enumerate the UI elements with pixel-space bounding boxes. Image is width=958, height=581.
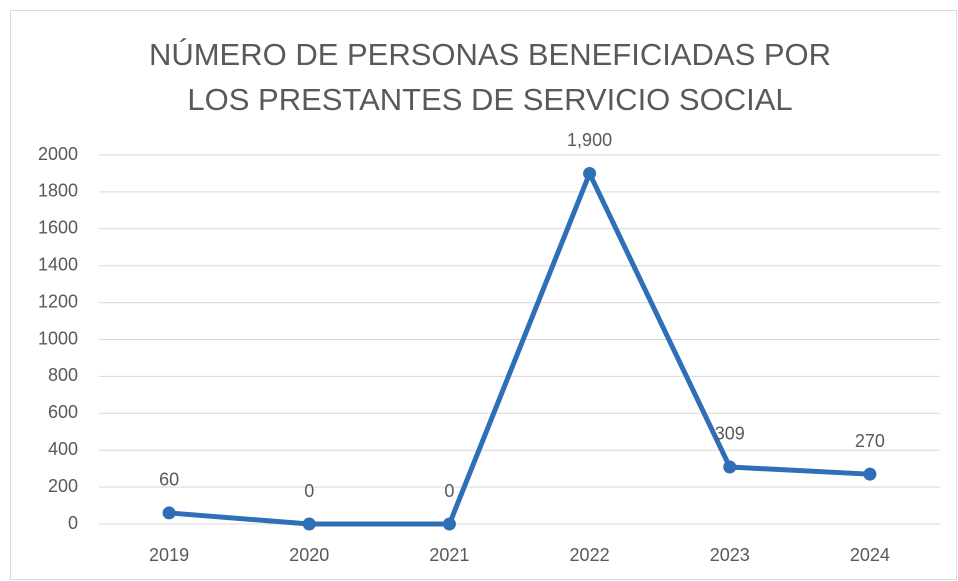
data-point xyxy=(162,506,176,520)
x-tick-label: 2020 xyxy=(289,545,329,565)
data-point xyxy=(583,166,597,180)
y-tick-label: 200 xyxy=(48,476,78,496)
y-tick-label: 400 xyxy=(48,439,78,459)
x-tick-label: 2019 xyxy=(149,545,189,565)
data-line xyxy=(168,170,871,527)
x-tick-label: 2024 xyxy=(850,545,890,565)
data-label: 0 xyxy=(444,481,454,501)
data-point xyxy=(442,517,456,531)
y-tick-label: 0 xyxy=(68,513,78,533)
y-tick-label: 1800 xyxy=(38,181,78,201)
chart-title: LOS PRESTANTES DE SERVICIO SOCIAL xyxy=(187,82,792,117)
x-tick-label: 2021 xyxy=(429,545,469,565)
chart-frame xyxy=(10,10,957,580)
y-tick-label: 1200 xyxy=(38,291,78,311)
data-label: 1,900 xyxy=(567,130,612,150)
y-tick-label: 2000 xyxy=(38,144,78,164)
data-label: 0 xyxy=(304,481,314,501)
y-tick-label: 800 xyxy=(48,365,78,385)
data-point xyxy=(723,460,737,474)
y-tick-label: 1600 xyxy=(38,218,78,238)
data-label: 270 xyxy=(855,431,885,451)
data-point xyxy=(863,467,877,481)
data-label: 60 xyxy=(159,470,179,490)
chart-title: NÚMERO DE PERSONAS BENEFICIADAS POR xyxy=(149,37,831,72)
y-tick-label: 1400 xyxy=(38,254,78,274)
x-tick-label: 2022 xyxy=(570,545,610,565)
data-label: 309 xyxy=(715,424,745,444)
y-tick-label: 600 xyxy=(48,402,78,422)
x-tick-label: 2023 xyxy=(710,545,750,565)
y-tick-label: 1000 xyxy=(38,328,78,348)
data-point xyxy=(302,517,316,531)
